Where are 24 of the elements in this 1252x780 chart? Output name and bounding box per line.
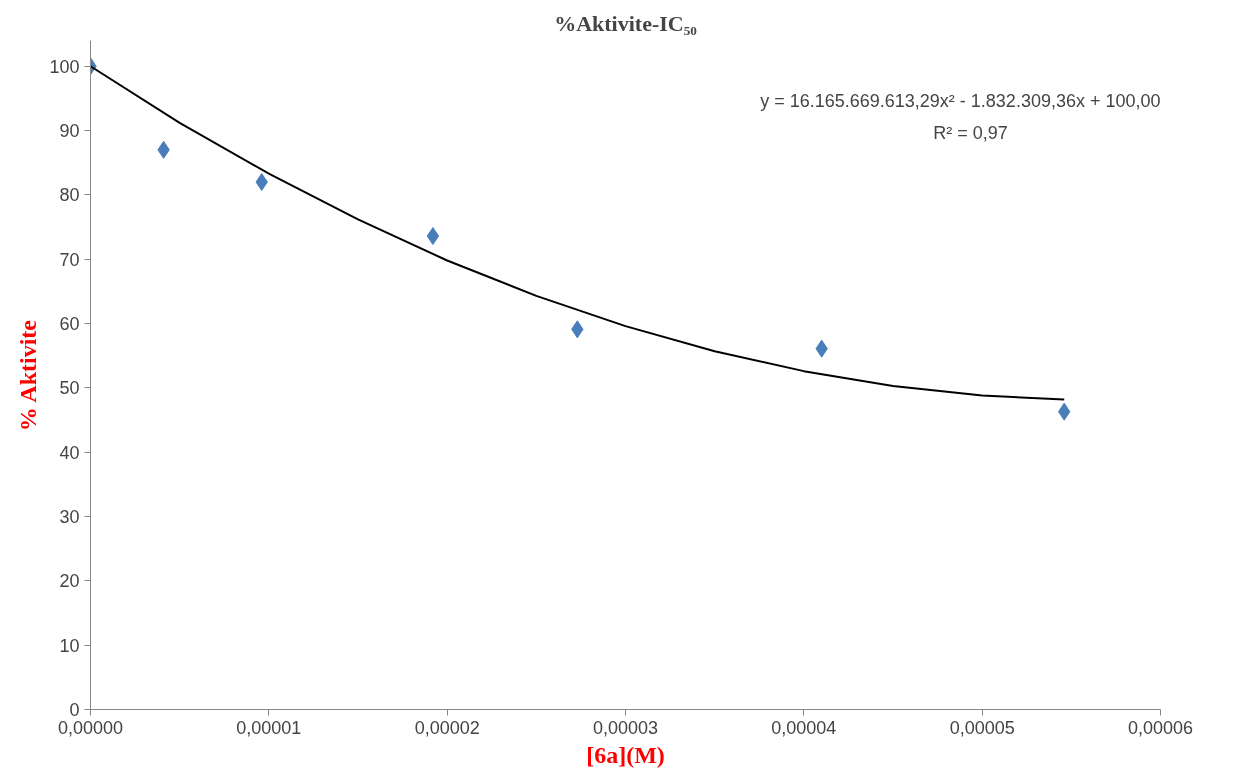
y-tick-label: 30 [59, 507, 80, 528]
y-tick-label: 20 [59, 571, 80, 592]
x-tick-label: 0,00006 [1127, 717, 1194, 738]
y-tick-label: 50 [59, 378, 80, 399]
y-tick-label: 90 [59, 121, 80, 142]
x-tick-label: 0,00002 [414, 717, 480, 738]
y-axis-title: % Aktivite [15, 319, 42, 432]
y-tick-label: 60 [59, 314, 80, 335]
y-tick-label: 0 [69, 700, 80, 720]
x-axis-title: [6a](M) [586, 741, 665, 768]
x-tick-label: 0,00005 [949, 717, 1015, 738]
y-tick-label: 80 [59, 185, 80, 206]
annotation: y = 16.165.669.613,29x² - 1.832.309,36x + 100,00 [760, 91, 1161, 112]
x-tick-label: 0,00000 [57, 717, 124, 738]
point [426, 227, 440, 246]
annotation: R² = 0,97 [933, 123, 1008, 144]
y-tick-label: 40 [59, 442, 80, 463]
chart-title: %Aktivite-IC₅₀ [554, 10, 698, 36]
x-tick-label: 0,00001 [236, 717, 302, 738]
x-tick-label: 0,00004 [771, 717, 837, 738]
x-tick-label: 0,00003 [592, 717, 659, 738]
y-tick-label: 10 [59, 635, 80, 656]
y-tick-label: 100 [49, 56, 80, 77]
y-tick-label: 70 [59, 249, 80, 270]
